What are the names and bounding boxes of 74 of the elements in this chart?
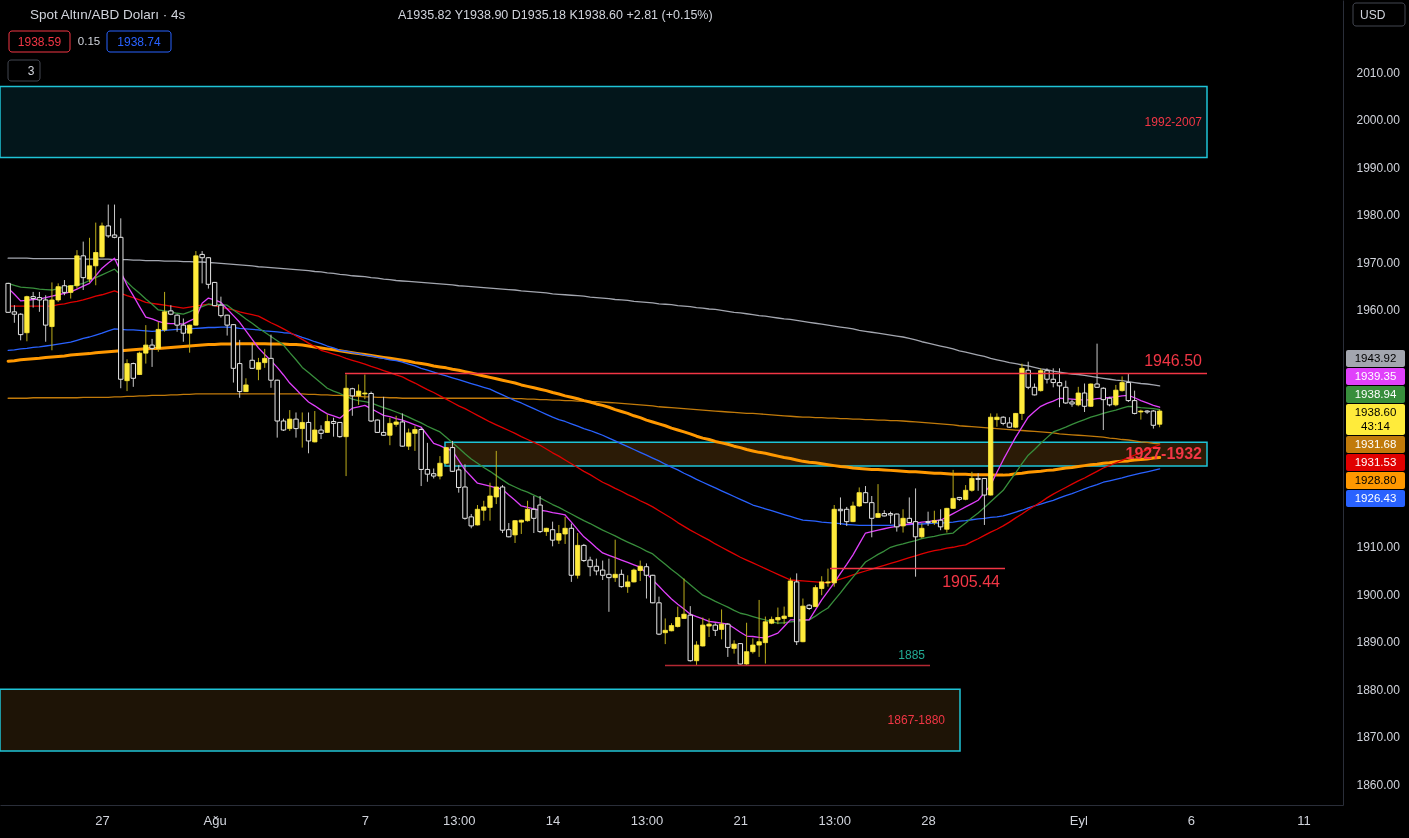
x-tick-label: 11 bbox=[1297, 812, 1311, 828]
candlestick bbox=[612, 539, 618, 583]
y-tick-label: 1990.00 bbox=[1356, 160, 1401, 175]
x-tick-label: 6 bbox=[1187, 812, 1196, 828]
candlestick bbox=[149, 338, 155, 368]
text: 1928.80 bbox=[1354, 473, 1397, 486]
band-label: 1992-2007 bbox=[1144, 114, 1203, 129]
band-label: 1867-1880 bbox=[887, 713, 946, 728]
candlestick bbox=[293, 411, 299, 439]
annotation: A1935.82 Y1938.90 D1935.18 K1938.60 +2.81 (+0.15%) bbox=[398, 8, 713, 22]
x-tick-label: 13:00 bbox=[442, 812, 476, 828]
candlestick bbox=[1038, 367, 1044, 393]
ref-line-label: 1905.44 bbox=[942, 573, 1001, 591]
candlestick bbox=[80, 241, 86, 291]
annotation: 0.15 bbox=[77, 35, 101, 47]
text: USD bbox=[1360, 8, 1386, 22]
x-tick-label: 13:00 bbox=[818, 812, 851, 828]
annotation: 1938.74 bbox=[117, 35, 162, 49]
candlestick bbox=[618, 569, 625, 589]
y-tick-label: 1910.00 bbox=[1356, 540, 1401, 555]
candlestick bbox=[549, 521, 556, 547]
x-tick-label: 27 bbox=[95, 812, 110, 828]
text: 1943.92 bbox=[1354, 351, 1397, 364]
candlestick bbox=[318, 424, 324, 440]
candlestick bbox=[324, 413, 330, 434]
candlestick bbox=[1088, 383, 1094, 408]
text: 1939.35 bbox=[1354, 369, 1397, 382]
candlestick bbox=[305, 411, 312, 454]
text: 43:14 bbox=[1361, 419, 1391, 432]
text: 1938.94 bbox=[1354, 387, 1397, 400]
candlestick bbox=[249, 343, 255, 370]
x-tick-label: 21 bbox=[733, 812, 749, 828]
y-tick-label: 1860.00 bbox=[1356, 777, 1401, 792]
candlestick bbox=[299, 411, 305, 449]
x-tick-label: 14 bbox=[545, 812, 561, 828]
candlestick bbox=[875, 483, 881, 519]
x-tick-label: 7 bbox=[361, 812, 369, 828]
y-tick-label: 1970.00 bbox=[1356, 255, 1401, 270]
x-tick-label: 13:00 bbox=[630, 812, 664, 828]
y-tick-label: 1900.00 bbox=[1356, 587, 1401, 602]
x-tick-label: Ağu bbox=[203, 812, 227, 828]
text: 1931.53 bbox=[1354, 455, 1397, 468]
y-tick-label: 2010.00 bbox=[1356, 65, 1401, 80]
y-tick-label: 1870.00 bbox=[1356, 730, 1401, 745]
candlestick bbox=[1094, 343, 1100, 389]
candlestick bbox=[925, 511, 931, 527]
y-tick-label: 1880.00 bbox=[1356, 682, 1401, 697]
candlestick bbox=[737, 642, 744, 665]
ref-line-label: 1946.50 bbox=[1144, 351, 1203, 369]
candlestick bbox=[937, 508, 944, 531]
text: 1926.43 bbox=[1354, 491, 1397, 504]
text: 1938.60 bbox=[1354, 405, 1397, 418]
x-tick-label: 28 bbox=[921, 812, 936, 828]
text: Spot Altın/ABD Doları · 4s bbox=[30, 7, 186, 22]
candlestick bbox=[718, 608, 725, 640]
y-tick-label: 1980.00 bbox=[1356, 208, 1401, 223]
candlestick bbox=[1081, 383, 1088, 413]
candlestick bbox=[900, 508, 906, 534]
candlestick bbox=[731, 639, 737, 655]
candlestick bbox=[124, 358, 130, 392]
annotation: 3 bbox=[27, 64, 35, 78]
candlestick bbox=[312, 410, 318, 443]
candlestick bbox=[1138, 409, 1144, 421]
x-tick-label: Eyl bbox=[1069, 812, 1088, 828]
candlestick bbox=[287, 409, 293, 432]
y-tick-label: 2000.00 bbox=[1356, 113, 1401, 128]
text: 1931.68 bbox=[1354, 437, 1397, 450]
y-tick-label: 1890.00 bbox=[1356, 635, 1401, 650]
candlestick bbox=[725, 622, 731, 658]
candlestick bbox=[130, 362, 136, 388]
ref-line-label: 1885 bbox=[898, 648, 926, 663]
y-tick-label: 1960.00 bbox=[1356, 302, 1401, 317]
annotation: 1938.59 bbox=[17, 35, 62, 49]
candlestick bbox=[349, 387, 356, 417]
